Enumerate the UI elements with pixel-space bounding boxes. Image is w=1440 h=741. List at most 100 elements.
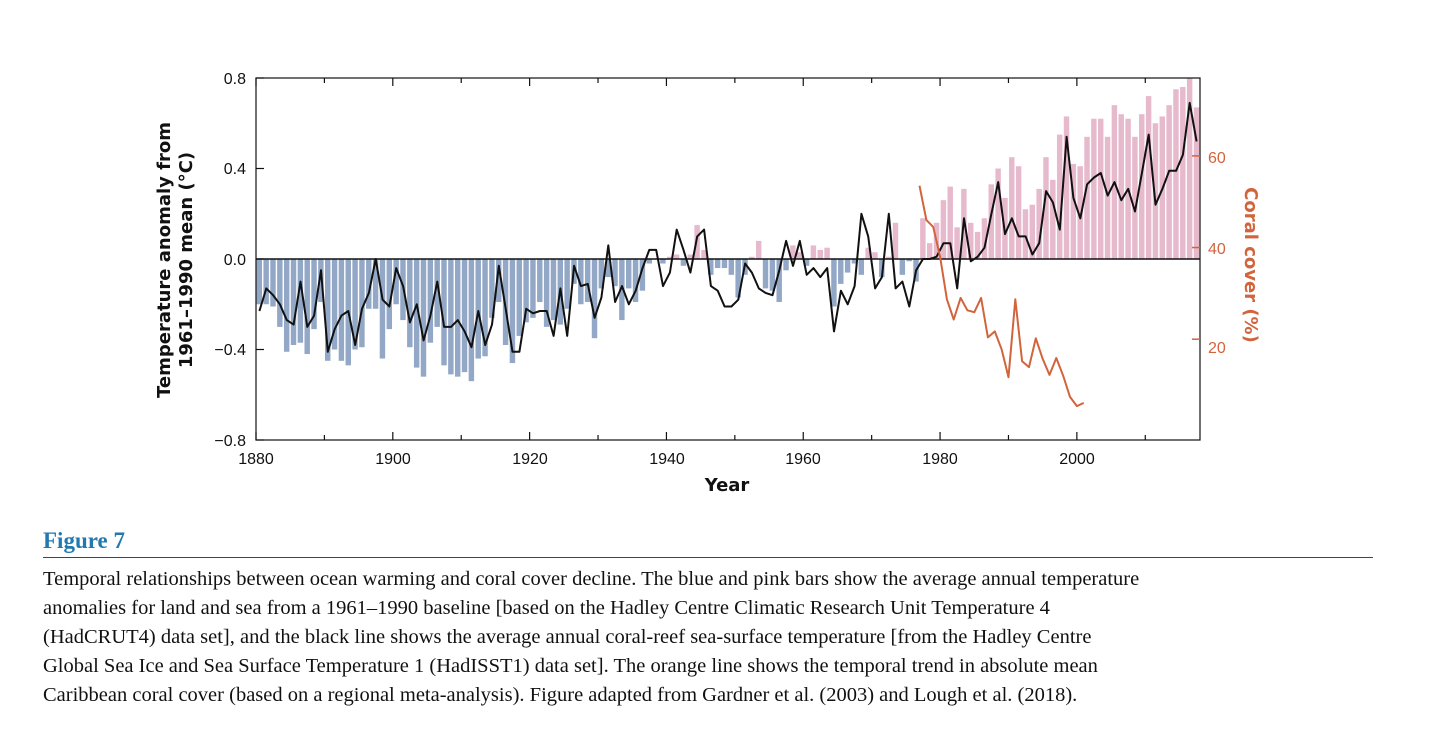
bar	[619, 259, 625, 321]
bar	[1118, 114, 1124, 259]
y-axis-title: Temperature anomaly from 1961–1990 mean …	[154, 122, 197, 398]
bar	[687, 254, 693, 259]
bar	[879, 259, 885, 278]
bar	[482, 259, 488, 357]
x-tick-label: 1980	[922, 451, 958, 468]
y-tick-label: −0.4	[214, 342, 246, 359]
bar	[988, 184, 994, 259]
bar	[1193, 107, 1200, 259]
x-tick-label: 1940	[649, 451, 685, 468]
caption-line: Caribbean coral cover (based on a region…	[43, 684, 1078, 706]
bar	[564, 259, 570, 309]
bar	[393, 259, 399, 305]
bar	[1036, 188, 1042, 259]
bar	[954, 227, 960, 259]
bar	[1029, 204, 1036, 259]
y-tick-label: −0.8	[214, 433, 246, 450]
bar	[283, 259, 290, 352]
y-tick-label: 0.8	[224, 71, 246, 88]
bar	[769, 259, 776, 291]
bar	[1077, 166, 1083, 259]
bar	[1091, 118, 1097, 259]
bar	[1015, 166, 1022, 259]
x-axis-title: Year	[704, 475, 750, 496]
bar	[454, 259, 461, 377]
bar	[974, 231, 981, 259]
bar	[338, 259, 345, 361]
bar	[926, 243, 933, 259]
bar	[359, 259, 365, 348]
bar	[660, 259, 666, 264]
bar	[721, 259, 728, 269]
caption-line: (HadCRUT4) data set], and the black line…	[43, 626, 1092, 648]
bar	[290, 259, 297, 345]
bar	[865, 247, 871, 259]
figure-label: Figure 7	[43, 528, 125, 553]
bar	[427, 259, 434, 343]
bar	[366, 259, 372, 309]
bar	[591, 259, 598, 339]
bar	[1009, 157, 1015, 259]
bar	[803, 259, 810, 266]
bar	[940, 200, 947, 259]
bar	[550, 259, 557, 321]
bar	[776, 259, 782, 302]
y2-tick-label: 20	[1208, 340, 1226, 357]
bar	[489, 259, 495, 318]
bar	[441, 259, 447, 366]
bar	[762, 259, 769, 289]
y2-tick-label: 40	[1208, 241, 1226, 258]
bar	[605, 259, 611, 278]
bar	[680, 259, 687, 266]
bar	[783, 259, 789, 271]
y-axis-title-line: 1961–1990 mean (°C)	[176, 152, 197, 368]
x-tick-label: 1900	[375, 451, 411, 468]
bar	[468, 259, 475, 382]
bar	[1166, 105, 1172, 260]
bar	[420, 259, 427, 377]
bar	[1050, 179, 1056, 259]
bar	[749, 256, 755, 259]
bar	[523, 259, 529, 323]
bar	[379, 259, 386, 359]
bar	[578, 259, 584, 305]
bar	[981, 218, 988, 259]
x-tick-label: 2000	[1059, 451, 1095, 468]
y-tick-label: 0.0	[224, 252, 246, 269]
bar	[516, 259, 522, 336]
bar	[1070, 163, 1077, 259]
bar	[475, 259, 481, 359]
bar	[968, 222, 974, 259]
coral-cover-line	[918, 185, 1085, 408]
bar	[667, 256, 673, 259]
bar	[297, 259, 304, 343]
bar	[728, 259, 735, 275]
bar	[1084, 136, 1090, 259]
bar	[625, 259, 632, 289]
bar	[434, 259, 440, 327]
bar	[1152, 123, 1159, 259]
bar	[1145, 96, 1152, 259]
bar	[632, 259, 639, 302]
bar	[817, 249, 823, 259]
bar	[543, 259, 550, 327]
bar	[1063, 116, 1070, 260]
bar	[496, 259, 502, 302]
bar	[858, 259, 865, 275]
bar	[413, 259, 420, 368]
bar	[1173, 89, 1179, 259]
bar	[263, 259, 269, 305]
bar	[1139, 114, 1145, 259]
bar	[352, 259, 358, 350]
bar	[639, 259, 646, 291]
bar	[920, 218, 926, 259]
bar	[386, 259, 393, 330]
caption-line: Temporal relationships between ocean war…	[43, 568, 1140, 590]
y2-axis-title: Coral cover (%)	[1240, 187, 1261, 343]
bar	[584, 259, 591, 302]
bar	[311, 259, 317, 330]
figure-caption: Temporal relationships between ocean war…	[43, 565, 1139, 710]
bar	[844, 259, 851, 273]
sst-line	[258, 101, 1198, 353]
bar	[1180, 87, 1186, 259]
